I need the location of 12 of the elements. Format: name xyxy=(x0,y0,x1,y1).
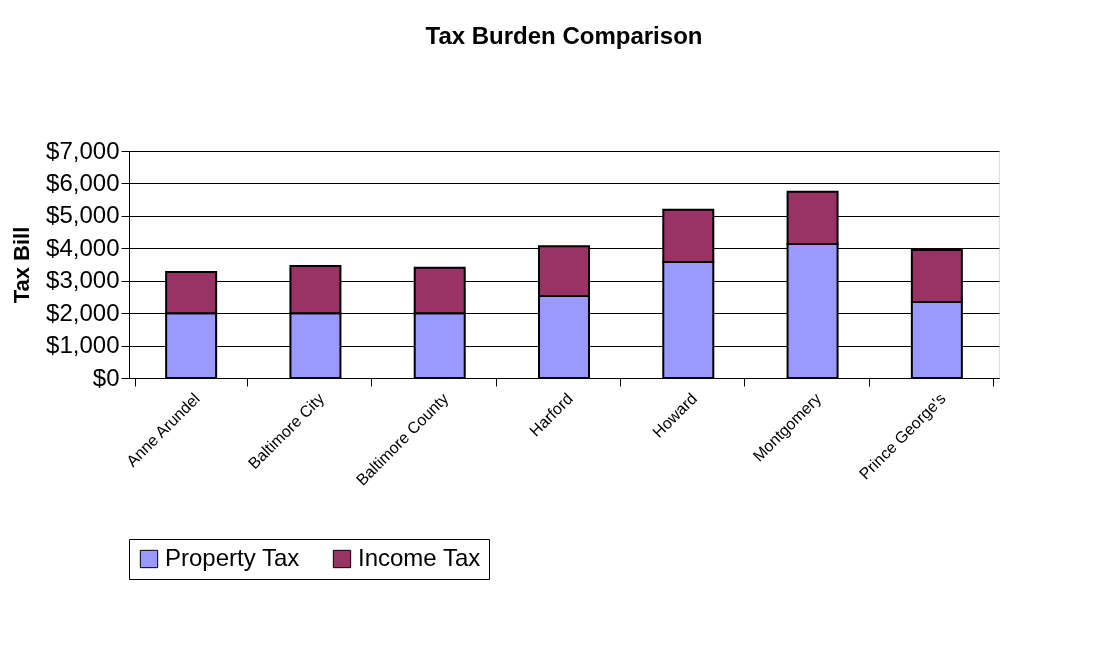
legend-label: Property Tax xyxy=(165,544,300,571)
chart-title: Tax Burden Comparison xyxy=(425,22,703,49)
y-tick-label: $6,000 xyxy=(46,168,120,196)
y-tick-label: $4,000 xyxy=(46,233,120,261)
y-tick-label: $7,000 xyxy=(46,136,120,164)
y-axis-title: Tax Bill xyxy=(9,226,35,304)
y-tick-label: $2,000 xyxy=(46,298,120,326)
y-tick-label: $5,000 xyxy=(46,201,120,229)
y-tick-label: $3,000 xyxy=(46,266,120,294)
legend-label: Income Tax xyxy=(358,544,481,571)
y-tick-label: $0 xyxy=(92,363,120,391)
y-tick-label: $1,000 xyxy=(46,331,120,359)
